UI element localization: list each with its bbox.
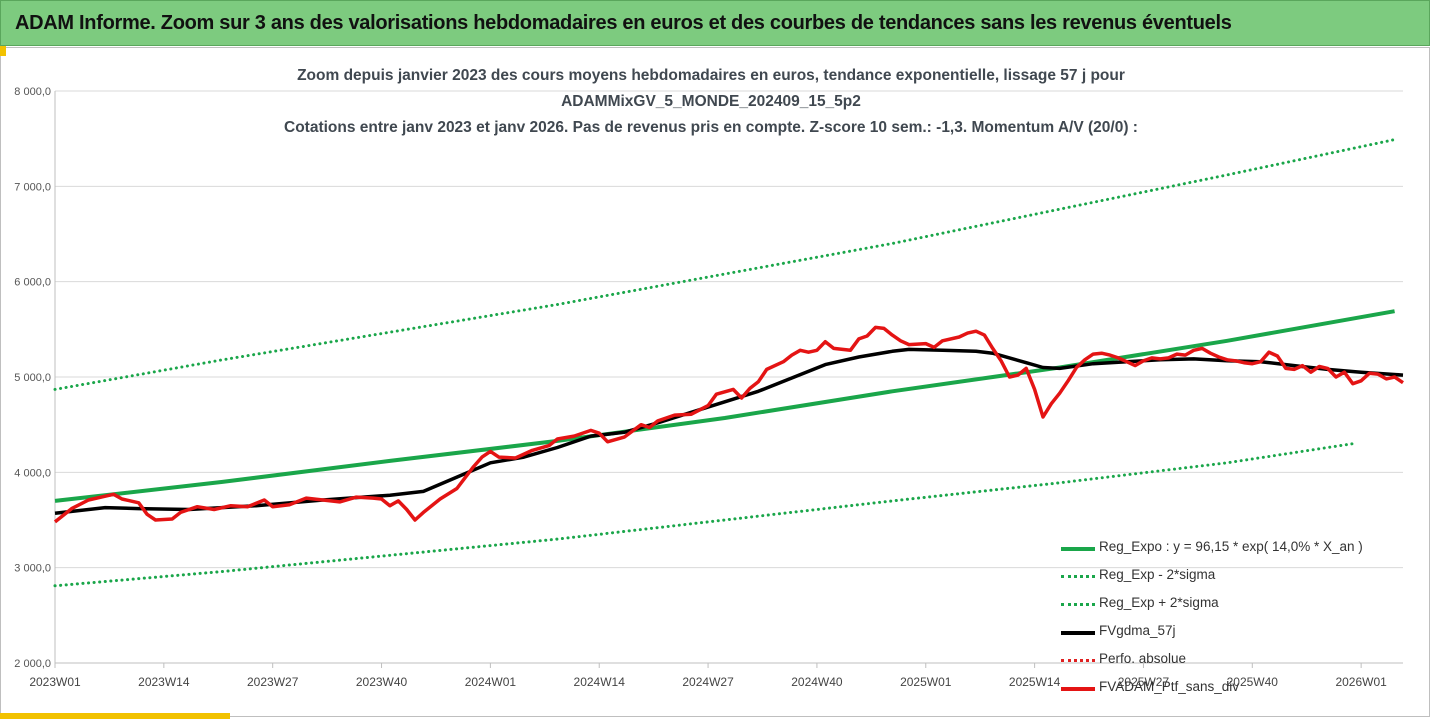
chart-title-line-1: Zoom depuis janvier 2023 des cours moyen… <box>297 67 1125 84</box>
y-tick-label: 5 000,0 <box>14 372 51 384</box>
legend-label: Reg_Expo : y = 96,15 * exp( 14,0% * X_an… <box>1099 539 1363 554</box>
chart-title-line-2: ADAMMixGV_5_MONDE_202409_15_5p2 <box>561 93 861 110</box>
y-tick-label: 6 000,0 <box>14 277 51 289</box>
series-line-reg <box>54 309 1395 503</box>
x-tick-label: 2023W01 <box>29 675 81 689</box>
x-tick-label: 2024W01 <box>465 675 517 689</box>
legend-label: FVgdma_57j <box>1099 623 1176 638</box>
x-tick-label: 2026W01 <box>1335 675 1387 689</box>
series-line-lower <box>53 442 1355 588</box>
legend-swatch <box>1061 575 1095 578</box>
legend-swatch <box>1061 603 1095 606</box>
legend-label: Perfo. absolue <box>1099 651 1187 666</box>
series-line-price <box>53 325 1404 524</box>
line-chart: 2 000,0 3 000,0 4 000,0 5 000,0 6 000,0 7 000… <box>14 86 1404 689</box>
chart-frame: Zoom depuis janvier 2023 des cours moyen… <box>0 47 1430 717</box>
page-header-banner: ADAM Informe. Zoom sur 3 ans des valoris… <box>0 0 1430 46</box>
x-tick-label: 2024W14 <box>574 675 626 689</box>
series-layer <box>53 138 1404 588</box>
x-tick-label: 2024W27 <box>682 675 734 689</box>
legend-label: FVADAM_Ptf_sans_div <box>1099 679 1240 694</box>
corner-accent-bar <box>0 46 6 56</box>
x-tick-label: 2023W14 <box>138 675 190 689</box>
legend-label: Reg_Exp - 2*sigma <box>1099 567 1216 582</box>
y-tick-label: 4 000,0 <box>14 467 51 479</box>
x-tick-label: 2023W40 <box>356 675 408 689</box>
chart-title-line-3: Cotations entre janv 2023 et janv 2026. … <box>284 119 1138 136</box>
series-line-smooth <box>54 347 1404 516</box>
x-tick-label: 2025W14 <box>1009 675 1061 689</box>
x-tick-label: 2025W01 <box>900 675 952 689</box>
legend-label: Reg_Exp + 2*sigma <box>1099 595 1219 610</box>
legend-swatch <box>1061 547 1095 551</box>
page-title: ADAM Informe. Zoom sur 3 ans des valoris… <box>15 12 1232 34</box>
legend-swatch <box>1061 687 1095 691</box>
x-tick-label: 2025W40 <box>1227 675 1279 689</box>
y-tick-label: 3 000,0 <box>14 563 51 575</box>
axes: 2 000,0 3 000,0 4 000,0 5 000,0 6 000,0 7 000… <box>14 86 1403 689</box>
legend-swatch <box>1061 631 1095 635</box>
footer-accent-bar <box>0 713 230 719</box>
x-tick-label: 2025W27 <box>1118 675 1170 689</box>
legend-swatch <box>1061 659 1095 662</box>
y-tick-label: 2 000,0 <box>14 658 51 670</box>
x-tick-label: 2023W27 <box>247 675 299 689</box>
y-tick-label: 8 000,0 <box>14 86 51 98</box>
x-tick-label: 2024W40 <box>791 675 843 689</box>
y-tick-label: 7 000,0 <box>14 181 51 193</box>
